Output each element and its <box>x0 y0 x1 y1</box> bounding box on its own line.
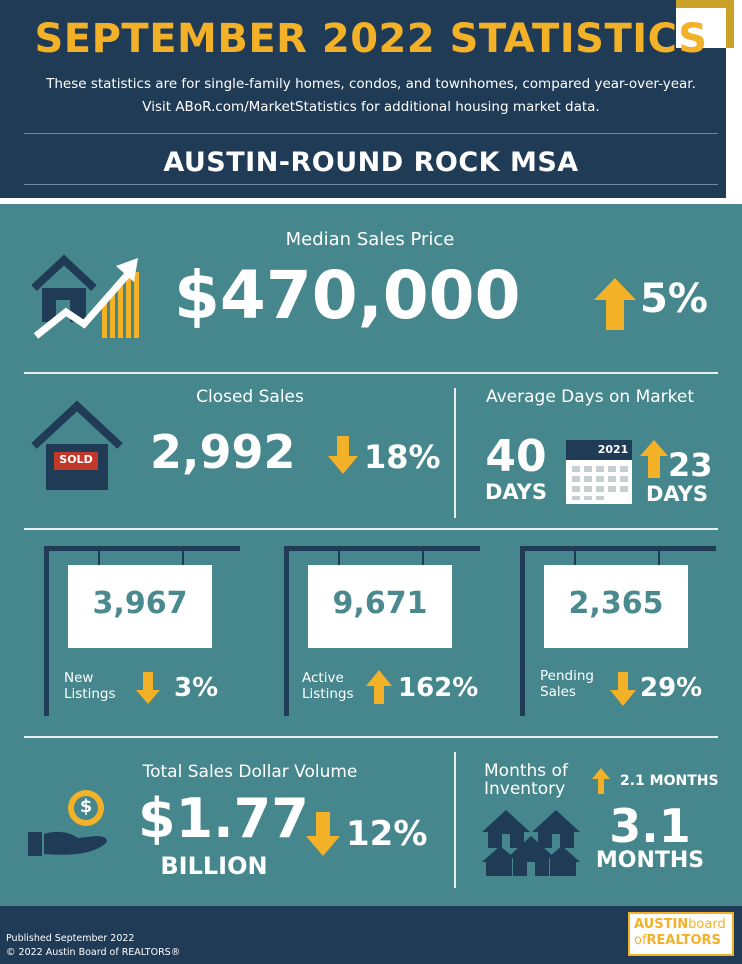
listing-signpost-2 <box>284 546 480 716</box>
published-date: Published September 2022 <box>6 933 135 944</box>
header-divider-bottom <box>24 184 718 185</box>
active-listings-value: 9,671 <box>332 586 428 621</box>
house-growth-chart-icon <box>32 254 139 339</box>
days-on-market-value: 40 <box>485 431 547 482</box>
header-divider-top <box>24 133 718 134</box>
footer-bar <box>0 906 742 964</box>
gold-corner-accent <box>676 0 742 48</box>
inventory-change: 2.1 MONTHS <box>620 773 719 789</box>
arrow-down-icon <box>328 436 358 474</box>
copyright: © 2022 Austin Board of REALTORS® <box>6 947 181 958</box>
volume-unit: BILLION <box>160 852 268 880</box>
median-price-label: Median Sales Price <box>285 229 455 250</box>
divider-vertical-2 <box>454 752 456 888</box>
active-listings-change: 162% <box>398 673 479 703</box>
listing-sign-2 <box>308 565 452 648</box>
closed-sales-change: 18% <box>364 438 441 476</box>
inventory-label-2: Inventory <box>484 779 566 799</box>
divider-2 <box>24 528 718 530</box>
arrow-up-icon <box>366 670 392 704</box>
arrow-down-icon <box>136 672 160 704</box>
new-listings-label-1: New <box>64 670 94 686</box>
listing-sign-1 <box>68 565 212 648</box>
arrow-down-icon <box>610 672 636 706</box>
subtitle-line-2: Visit ABoR.com/MarketStatistics for addi… <box>142 99 600 115</box>
listing-signpost-3 <box>520 546 716 716</box>
volume-change: 12% <box>346 814 428 854</box>
days-on-market-label: Average Days on Market <box>485 387 695 407</box>
page-title: SEPTEMBER 2022 STATISTICS <box>34 16 708 62</box>
pending-sales-value: 2,365 <box>568 586 664 621</box>
median-price-value: $470,000 <box>174 257 521 334</box>
houses-icon <box>482 810 580 876</box>
pending-sales-label-1: Pending <box>540 668 594 684</box>
inventory-unit: MONTHS <box>595 848 705 873</box>
volume-value: $1.77 <box>138 787 309 850</box>
inventory-label-1: Months of <box>484 761 568 781</box>
calendar-icon <box>566 440 632 504</box>
divider-vertical-1 <box>454 388 456 518</box>
logo-austin: AUSTIN <box>634 917 689 932</box>
active-listings-label-1: Active <box>302 670 344 686</box>
logo-realtors: REALTORS <box>646 933 721 948</box>
sold-house-icon <box>31 400 123 490</box>
inventory-value: 3.1 <box>609 799 691 853</box>
arrow-down-icon <box>306 812 340 856</box>
arrow-up-icon <box>594 278 636 330</box>
closed-sales-value: 2,992 <box>150 425 296 479</box>
days-change-value: 23 <box>668 446 713 484</box>
new-listings-change: 3% <box>174 673 219 703</box>
coin-symbol: $ <box>79 796 93 817</box>
active-listings-label-2: Listings <box>302 686 354 702</box>
subtitle-line-1: These statistics are for single-family h… <box>46 76 696 92</box>
header-banner <box>0 0 726 198</box>
hand-coin-icon <box>28 790 107 856</box>
new-listings-value: 3,967 <box>92 586 188 621</box>
divider-1 <box>24 372 718 374</box>
new-listings-label-2: Listings <box>64 686 116 702</box>
pending-sales-label-2: Sales <box>540 684 576 700</box>
arrow-up-icon <box>592 768 610 794</box>
volume-label: Total Sales Dollar Volume <box>142 762 358 782</box>
region-title: AUSTIN-ROUND ROCK MSA <box>163 147 579 178</box>
divider-3 <box>24 736 718 738</box>
abor-logo: AUSTINboard ofREALTORS <box>628 912 734 956</box>
logo-board: board <box>688 917 726 932</box>
logo-of: of <box>634 933 647 948</box>
pending-sales-change: 29% <box>640 673 703 703</box>
sold-sign-text: SOLD <box>59 453 93 466</box>
days-on-market-unit: DAYS <box>484 480 547 504</box>
listing-signpost-1 <box>44 546 240 716</box>
calendar-year: 2021 <box>597 443 629 456</box>
listing-sign-3 <box>544 565 688 648</box>
arrow-up-icon <box>640 440 668 478</box>
median-price-change: 5% <box>640 276 708 322</box>
closed-sales-label: Closed Sales <box>196 387 304 407</box>
days-change-unit: DAYS <box>646 482 709 506</box>
